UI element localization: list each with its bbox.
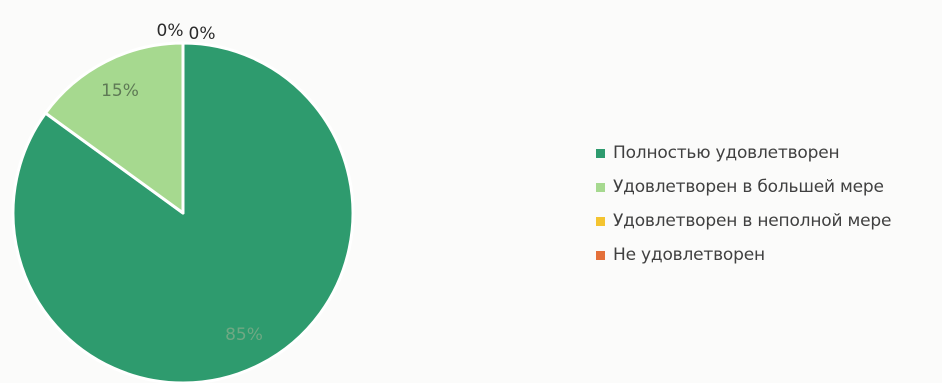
pie-slice-fully-satisfied [11, 41, 355, 383]
data-label-mostly-satisfied: 15% [101, 81, 139, 101]
legend-label-not-satisfied: Не удовлетворен [613, 245, 765, 265]
pie-slice-mostly-satisfied [43, 41, 185, 215]
legend-swatch-mostly-satisfied [596, 182, 605, 192]
data-label-fully-satisfied: 85% [225, 325, 263, 345]
legend-label-fully-satisfied: Полностью удовлетворен [613, 143, 840, 163]
chart-legend: Полностью удовлетворен Удовлетворен в бо… [596, 136, 942, 272]
legend-swatch-partially-satisfied [596, 216, 605, 226]
legend-label-partially-satisfied: Удовлетворен в неполной мере [613, 211, 892, 231]
legend-item-partially-satisfied: Удовлетворен в неполной мере [596, 204, 942, 238]
legend-item-not-satisfied: Не удовлетворен [596, 238, 942, 272]
legend-label-mostly-satisfied: Удовлетворен в большей мере [613, 177, 884, 197]
legend-swatch-fully-satisfied [596, 148, 605, 158]
data-label-not-satisfied: 0% [189, 24, 216, 44]
legend-swatch-not-satisfied [596, 250, 605, 260]
data-label-partially-satisfied: 0% [157, 21, 184, 41]
legend-item-fully-satisfied: Полностью удовлетворен [596, 136, 942, 170]
legend-item-mostly-satisfied: Удовлетворен в большей мере [596, 170, 942, 204]
